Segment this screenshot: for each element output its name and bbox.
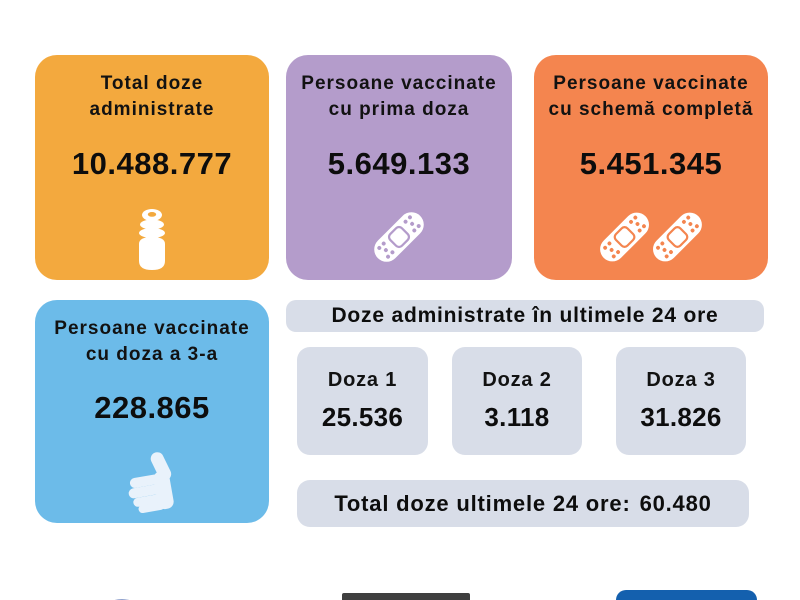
dose-card-2: Doza 2 3.118 xyxy=(452,347,582,455)
dose-label: Doza 1 xyxy=(327,369,398,391)
last24h-header: Doze administrate în ultimele 24 ore xyxy=(286,300,764,332)
footer-blue-logo xyxy=(616,590,757,600)
government-seal-logo: UVERN xyxy=(66,578,178,600)
card-value: 5.649.133 xyxy=(327,146,471,182)
footer-dark-logo xyxy=(342,593,470,600)
card-title: Persoane vaccinate cu prima doza xyxy=(301,73,497,120)
total-24h-label: Total doze ultimele 24 ore: xyxy=(334,490,631,516)
thumbs-up-icon xyxy=(116,449,188,513)
total-24h-pill: Total doze ultimele 24 ore: 60.480 xyxy=(297,480,749,527)
double-bandage-icon xyxy=(592,206,710,270)
dose-card-1: Doza 1 25.536 xyxy=(297,347,428,455)
stat-card-third-dose: Persoane vaccinate cu doza a 3-a 228.865 xyxy=(35,300,269,523)
dose-value: 25.536 xyxy=(321,402,404,432)
bandage-icon xyxy=(366,206,432,270)
card-value: 5.451.345 xyxy=(579,146,723,182)
total-24h-value: 60.480 xyxy=(639,490,712,516)
dose-value: 31.826 xyxy=(640,402,722,432)
vial-icon xyxy=(130,206,174,270)
card-title: Persoane vaccinate cu schemă completă xyxy=(548,73,754,120)
stat-card-first-dose: Persoane vaccinate cu prima doza 5.649.1… xyxy=(286,55,512,280)
dose-card-3: Doza 3 31.826 xyxy=(616,347,746,455)
stat-card-total-doses: Total doze administrate 10.488.777 xyxy=(35,55,269,280)
dose-label: Doza 3 xyxy=(646,369,716,391)
card-value: 228.865 xyxy=(94,390,210,426)
stat-card-full-scheme: Persoane vaccinate cu schemă completă 5.… xyxy=(534,55,768,280)
card-title: Persoane vaccinate cu doza a 3-a xyxy=(54,318,250,365)
card-title: Total doze administrate xyxy=(89,73,215,120)
dose-label: Doza 2 xyxy=(482,369,552,391)
card-value: 10.488.777 xyxy=(71,146,233,182)
dose-value: 3.118 xyxy=(484,402,550,432)
